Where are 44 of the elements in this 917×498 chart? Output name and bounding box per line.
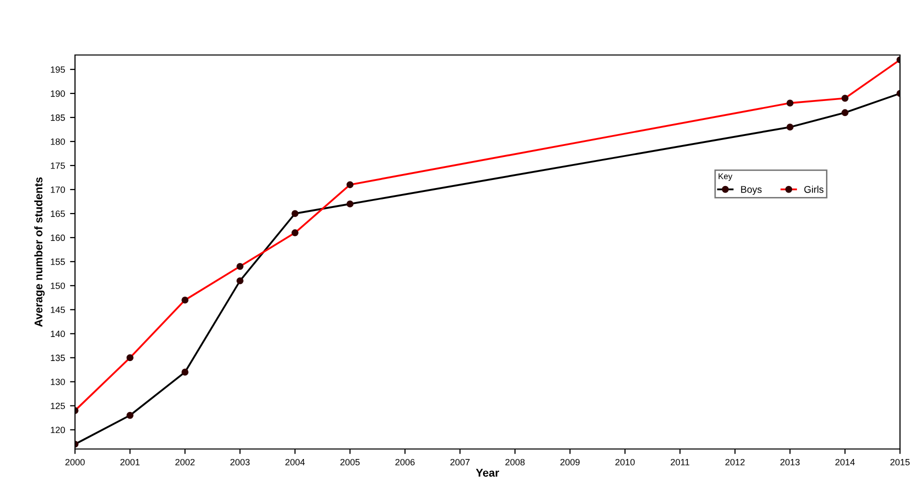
x-tick-label: 2000 (65, 458, 85, 466)
legend-title: Key (718, 173, 732, 181)
y-tick-label: 195 (50, 66, 65, 73)
x-tick-label: 2008 (505, 458, 525, 466)
y-tick-label: 185 (50, 114, 65, 121)
y-tick-label: 175 (50, 162, 65, 169)
x-tick-label: 2013 (780, 458, 800, 466)
point (786, 124, 794, 131)
y-tick-label: 135 (50, 354, 65, 362)
x-tick-label: 2010 (615, 458, 635, 466)
legend-label: Girls (804, 186, 824, 193)
y-tick-label: 130 (50, 378, 65, 386)
y-tick-label: 120 (50, 426, 65, 434)
y-tick-label: 150 (50, 282, 65, 289)
x-tick-label: 2014 (835, 458, 855, 466)
y-tick-label: 140 (50, 330, 65, 338)
point (842, 109, 848, 116)
y-tick-label: 190 (50, 90, 65, 97)
point (236, 277, 244, 284)
x-tick-label: 2009 (560, 458, 580, 466)
y-tick-label: 165 (50, 210, 65, 217)
y-tick-label: 170 (50, 186, 65, 193)
x-tick-label: 2011 (670, 458, 690, 466)
x-tick-label: 2007 (450, 458, 470, 466)
point (126, 412, 134, 419)
x-axis-title: Year (476, 468, 500, 477)
y-tick-label: 180 (50, 138, 65, 145)
x-tick-label: 2001 (120, 458, 140, 466)
y-tick-label: 145 (50, 306, 65, 314)
y-tick-label: 125 (50, 402, 65, 410)
x-tick-label: 2004 (285, 458, 305, 466)
point (346, 200, 354, 208)
x-tick-label: 2012 (725, 458, 745, 466)
point (292, 210, 298, 218)
x-tick-label: 2006 (395, 458, 415, 466)
x-tick-label: 2015 (890, 458, 910, 466)
point (182, 368, 188, 376)
x-tick-label: 2002 (175, 458, 195, 466)
y-tick-label: 160 (50, 234, 65, 241)
y-tick-label: 155 (50, 258, 65, 265)
x-tick-label: 2005 (340, 458, 360, 466)
x-tick-label: 2003 (230, 458, 250, 466)
legend-label: Boys (741, 186, 762, 195)
y-axis-title: Average number of students (34, 177, 45, 327)
